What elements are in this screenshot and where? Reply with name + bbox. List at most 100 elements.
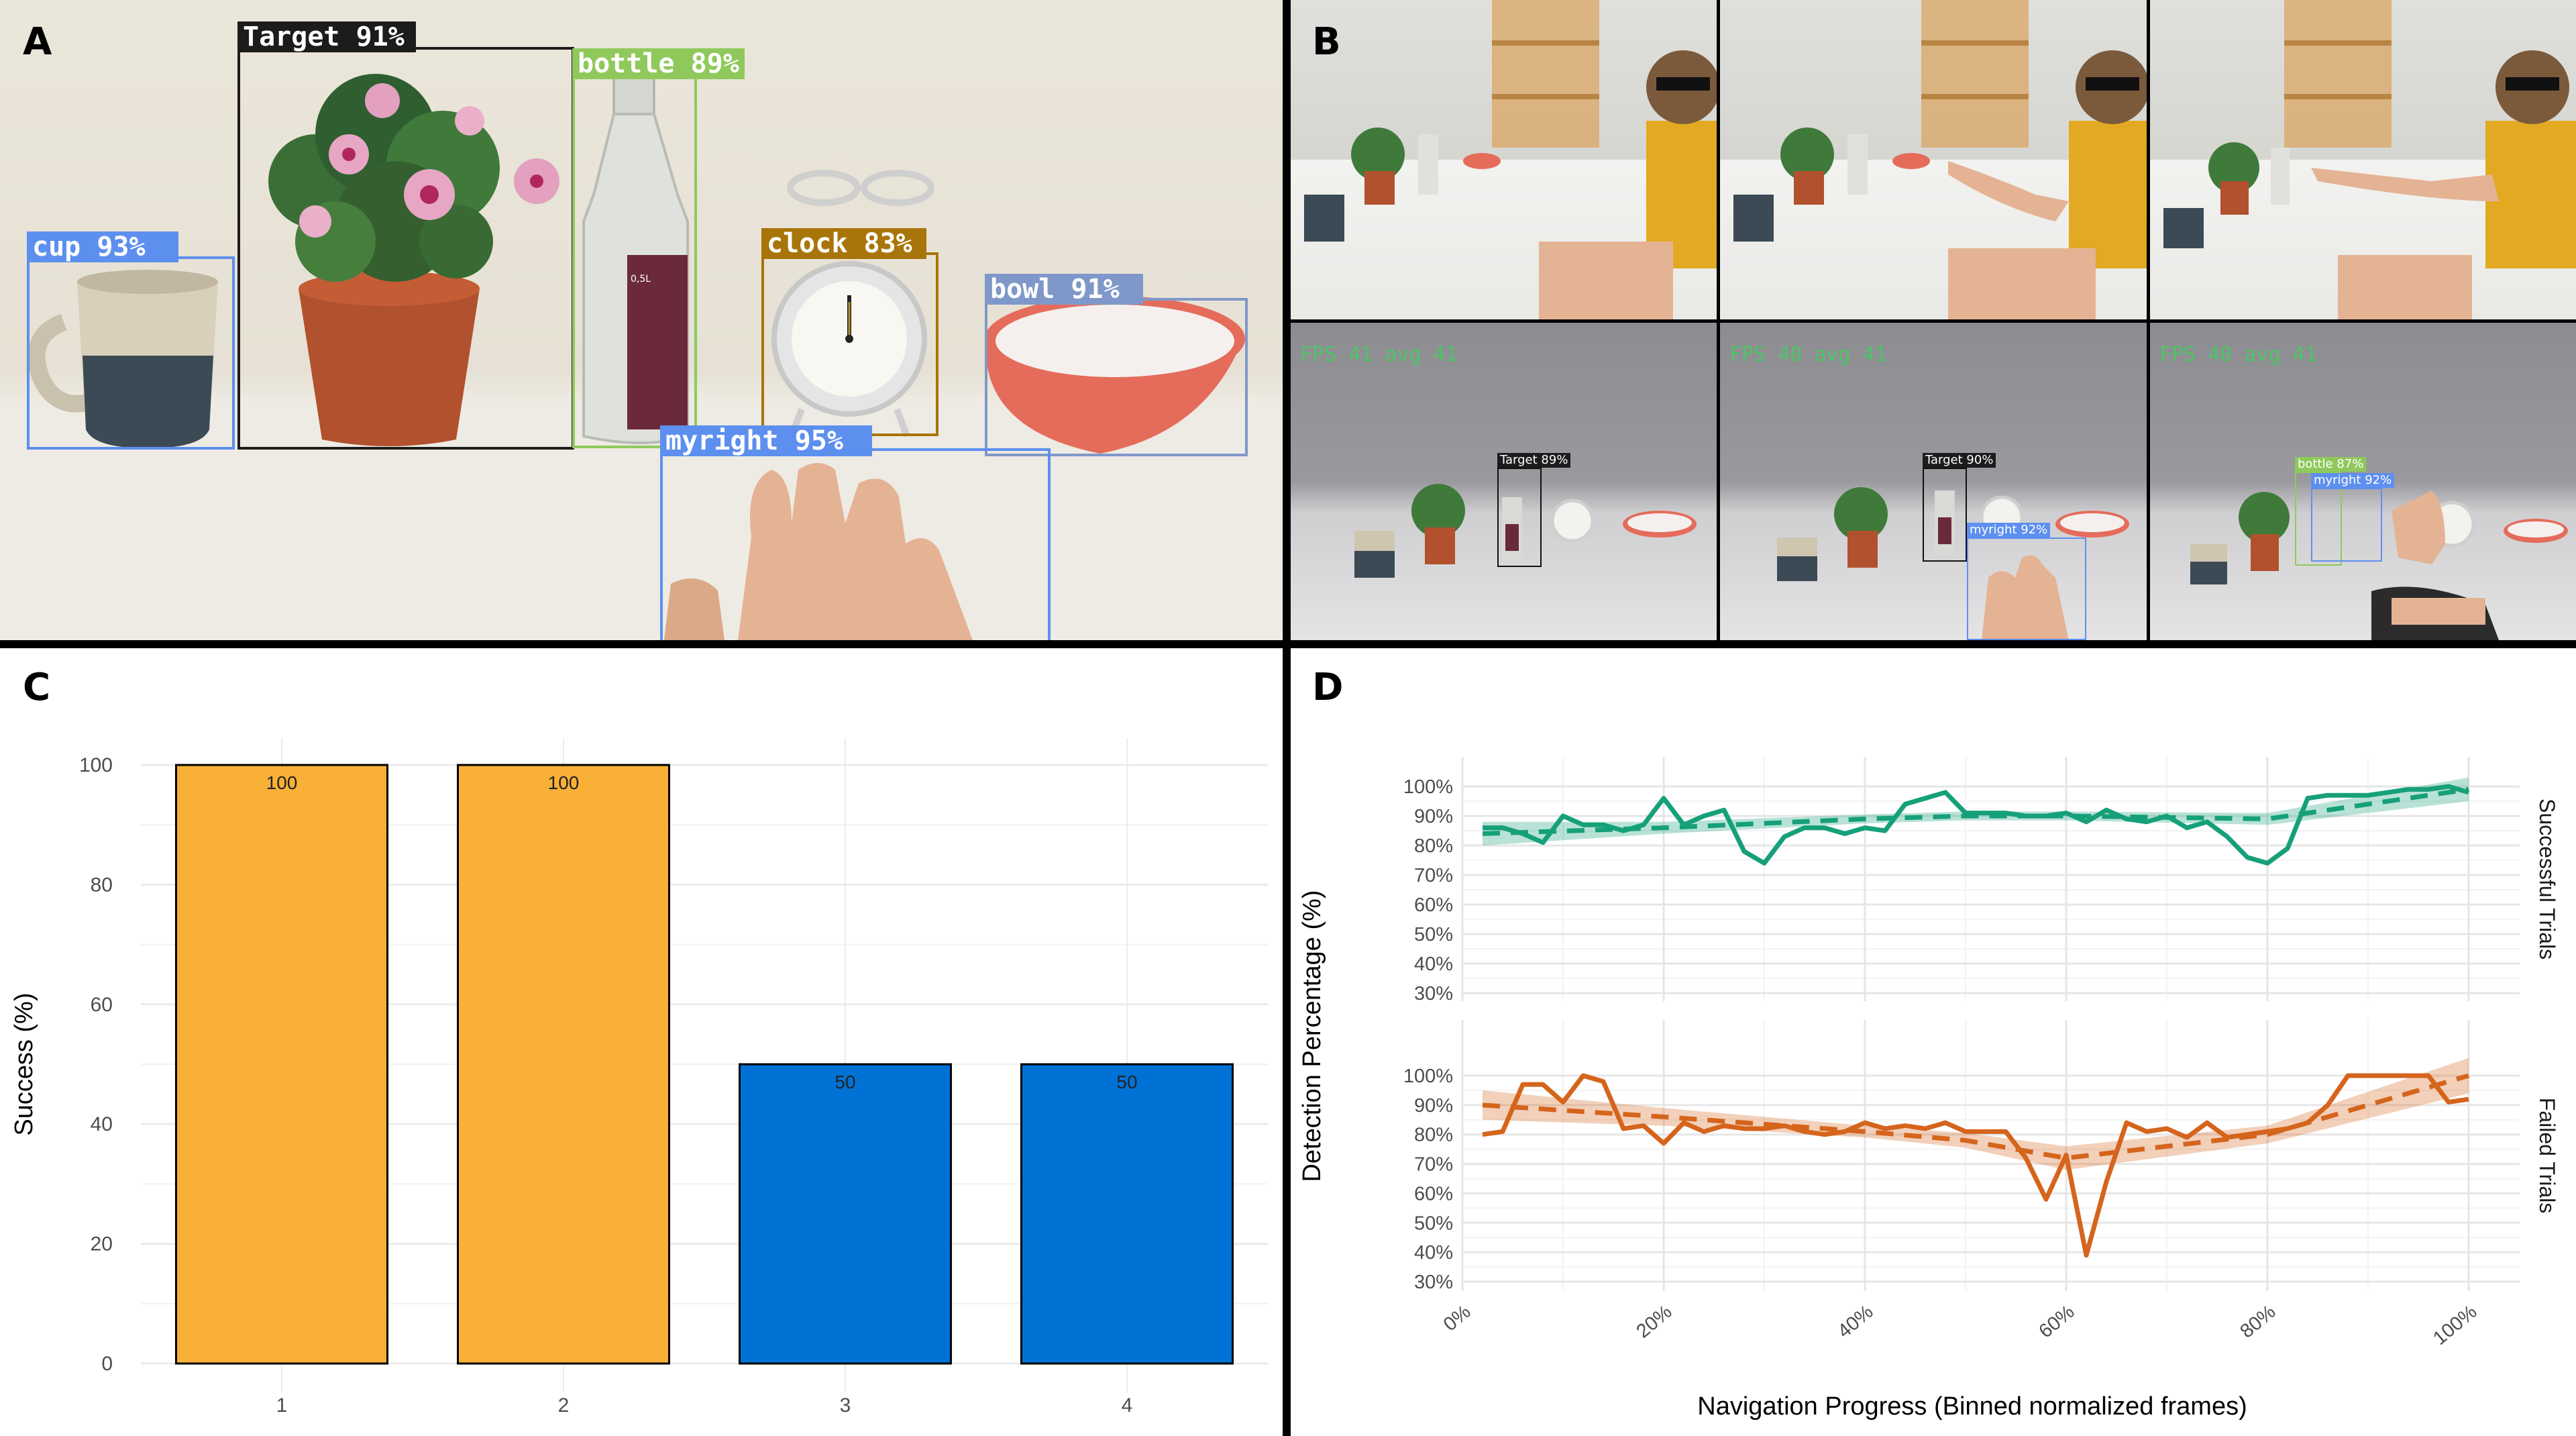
frame3-bottle-label: bottle 87% <box>2295 457 2367 472</box>
panel-c: C 0 20 40 60 80 100 100 1 100 2 50 3 50 4 Success (%) <box>0 648 1283 1436</box>
frame2-myright-bbox <box>1967 537 2086 640</box>
y-tick-label: 0 <box>101 1353 113 1375</box>
x-tick-label: 1 <box>276 1394 288 1417</box>
panel-c-letter: C <box>23 666 51 709</box>
frame3-myright-bbox <box>2311 488 2382 562</box>
trend-line <box>1482 786 2469 836</box>
panel-a-scene: 0,5L <box>0 72 1283 640</box>
facet-successful-trials: 30% 40% 50% 60% 70% 80% 90% 100% Successful Tria… <box>1403 757 2559 1005</box>
cup-label: cup 93% <box>27 232 178 262</box>
bowl-bbox <box>985 298 1248 456</box>
y-tick-label: 50% <box>1414 1213 1453 1234</box>
frame1-target-bbox <box>1497 468 1542 567</box>
y-axis-label: Success (%) <box>10 992 38 1135</box>
y-tick-label: 60% <box>1414 1183 1453 1204</box>
y-tick-label: 90% <box>1414 1095 1453 1117</box>
y-tick-label: 80% <box>1414 1125 1453 1146</box>
frame-bottom-1: FPS 41 avg 41 Target 89% <box>1291 323 1717 640</box>
facet-failed-trials: 30% 40% 50% 60% 70% 80% 90% 100% Failed Trials <box>1403 1020 2559 1293</box>
cup-illustration <box>28 270 218 448</box>
y-tick-label: 70% <box>1414 1154 1453 1176</box>
bottle-bbox <box>572 71 697 448</box>
frame-bottom-3: FPS 40 avg 41 bottle 87% myright 92% <box>2150 323 2576 640</box>
facet-strip-label: Failed Trials <box>2535 1098 2559 1214</box>
frame3-bottle-bbox <box>2295 472 2342 566</box>
photo-top-2 <box>1720 0 2147 319</box>
panel-d-letter: D <box>1312 666 1344 709</box>
plant-illustration <box>268 74 559 446</box>
frame-bottom-2: FPS 40 avg 41 Target 90% myright 92% <box>1720 323 2147 640</box>
target-label: Target 91% <box>237 21 416 52</box>
x-tick-label: 40% <box>1833 1301 1877 1343</box>
x-tick-label: 0% <box>1440 1301 1475 1335</box>
x-tick-label: 4 <box>1122 1394 1133 1417</box>
y-tick-label: 60% <box>1414 894 1453 916</box>
x-tick-label: 80% <box>2236 1301 2279 1343</box>
y-tick-label: 70% <box>1414 865 1453 886</box>
x-tick-label: 20% <box>1632 1301 1676 1343</box>
y-axis-label: Detection Percentage (%) <box>1298 890 1326 1182</box>
photo-top-3 <box>2150 0 2576 319</box>
bottle-illustration: 0,5L <box>582 72 689 444</box>
y-tick-label: 50% <box>1414 924 1453 945</box>
bar-chart: 0 20 40 60 80 100 100 1 100 2 50 3 50 4 Success (%) <box>10 738 1268 1417</box>
series-line <box>1482 1073 2469 1258</box>
bar-1 <box>175 764 388 1365</box>
line-chart: 30% 40% 50% 60% 70% 80% 90% 100% Successful Tria… <box>1298 757 2559 1421</box>
fps-readout-2: FPS 40 avg 41 <box>1729 343 1887 366</box>
myright-label: myright 95% <box>660 425 872 456</box>
frame1-target-label: Target 89% <box>1497 453 1571 468</box>
bar-3 <box>739 1063 952 1365</box>
target-bbox <box>237 47 574 450</box>
panel-a-letter: A <box>23 20 52 64</box>
bowl-label: bowl 91% <box>985 274 1143 305</box>
bar-data-label: 100 <box>266 772 298 793</box>
y-tick-label: 40 <box>91 1113 113 1135</box>
y-tick-label: 100 <box>79 754 113 776</box>
cup-bbox <box>27 256 235 450</box>
svg-text:0,5L: 0,5L <box>631 274 651 285</box>
bar-2 <box>457 764 670 1365</box>
panel-a: 0,5L Target 91% bot <box>0 0 1283 640</box>
bowl-illustration <box>985 296 1245 454</box>
y-tick-label: 60 <box>91 994 113 1016</box>
y-tick-label: 100% <box>1403 776 1453 798</box>
facet-strip-label: Successful Trials <box>2535 799 2559 960</box>
y-tick-label: 30% <box>1414 983 1453 1005</box>
bottle-label: bottle 89% <box>572 48 745 79</box>
myright-bbox <box>660 448 1051 640</box>
y-tick-label: 30% <box>1414 1272 1453 1293</box>
bar-4 <box>1020 1063 1234 1365</box>
frame2-myright-label: myright 92% <box>1967 523 2051 537</box>
panel-b-letter: B <box>1312 20 1341 64</box>
y-tick-label: 100% <box>1403 1066 1453 1087</box>
divider-horizontal <box>0 640 2576 648</box>
frame2-target-label: Target 90% <box>1923 453 1996 468</box>
x-tick-label: 100% <box>2429 1301 2481 1349</box>
fps-readout-3: FPS 40 avg 41 <box>2159 343 2317 366</box>
y-tick-label: 40% <box>1414 1242 1453 1264</box>
hand-illustration <box>664 463 973 640</box>
y-tick-label: 90% <box>1414 806 1453 827</box>
clock-label: clock 83% <box>761 228 926 259</box>
series-line <box>1483 784 2469 866</box>
clock-illustration <box>771 170 934 438</box>
clock-bbox <box>761 252 938 436</box>
y-tick-label: 20 <box>91 1233 113 1255</box>
x-tick-label: 3 <box>840 1394 851 1417</box>
frame3-myright-label: myright 92% <box>2311 473 2395 488</box>
y-tick-label: 80 <box>91 874 113 896</box>
y-tick-label: 80% <box>1414 835 1453 857</box>
bar-data-label: 50 <box>1116 1072 1137 1092</box>
fps-readout: FPS 41 avg 41 <box>1300 343 1458 366</box>
trend-line <box>1482 1073 2469 1161</box>
photo-top-1 <box>1291 0 1717 319</box>
y-tick-label: 40% <box>1414 954 1453 975</box>
x-tick-label: 2 <box>558 1394 570 1417</box>
frame2-target-bbox <box>1923 468 1967 562</box>
panel-b: FPS 41 avg 41 Target 89% FPS 40 avg 41 T… <box>1291 0 2576 640</box>
panel-d: D 30% 40% 50% 60% 70% 80% 90% 100% Successful Tr… <box>1291 648 2576 1436</box>
bar-data-label: 50 <box>835 1072 855 1092</box>
divider-vertical <box>1283 0 1291 1436</box>
x-axis-label: Navigation Progress (Binned normalized f… <box>1697 1392 2247 1421</box>
